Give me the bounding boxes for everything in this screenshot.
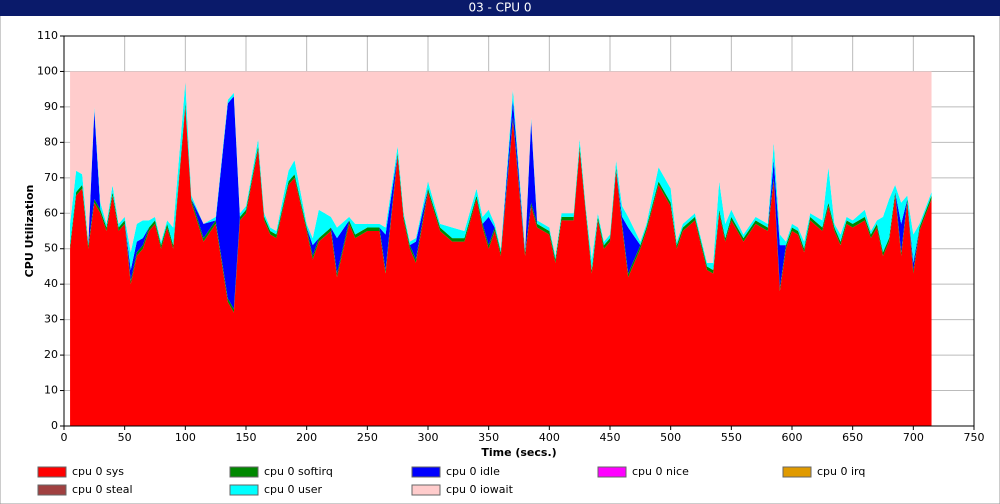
legend-label: cpu 0 user — [264, 483, 322, 496]
y-tick-label: 20 — [44, 348, 58, 361]
y-tick-label: 80 — [44, 135, 58, 148]
y-tick-label: 70 — [44, 171, 58, 184]
legend-label: cpu 0 nice — [632, 465, 689, 478]
x-tick-label: 700 — [903, 431, 924, 444]
x-tick-label: 250 — [357, 431, 378, 444]
y-tick-label: 0 — [51, 419, 58, 432]
legend-label: cpu 0 idle — [446, 465, 500, 478]
x-tick-label: 100 — [175, 431, 196, 444]
x-tick-label: 200 — [296, 431, 317, 444]
y-tick-label: 40 — [44, 277, 58, 290]
legend-label: cpu 0 steal — [72, 483, 133, 496]
legend-swatch — [37, 466, 67, 478]
y-tick-label: 60 — [44, 206, 58, 219]
y-tick-label: 30 — [44, 313, 58, 326]
y-tick-label: 50 — [44, 242, 58, 255]
x-axis-label: Time (secs.) — [481, 446, 556, 459]
x-tick-label: 150 — [236, 431, 257, 444]
legend-swatch — [37, 484, 67, 496]
y-tick-label: 110 — [37, 29, 58, 42]
legend-swatch — [782, 466, 812, 478]
area — [70, 82, 932, 270]
y-axis-label: CPU Utilization — [23, 185, 36, 278]
area — [70, 106, 932, 426]
x-tick-label: 300 — [418, 431, 439, 444]
x-tick-label: 600 — [782, 431, 803, 444]
legend-swatch — [411, 466, 441, 478]
chart-title: 03 - CPU 0 — [468, 1, 531, 15]
x-tick-label: 750 — [964, 431, 985, 444]
plot-border — [63, 35, 975, 427]
x-tick-label: 550 — [721, 431, 742, 444]
legend-label: cpu 0 irq — [817, 465, 865, 478]
legend-swatch — [411, 484, 441, 496]
legend-swatch — [597, 466, 627, 478]
legend-swatch — [229, 484, 259, 496]
legend-swatch — [229, 466, 259, 478]
x-tick-label: 450 — [600, 431, 621, 444]
legend-label: cpu 0 iowait — [446, 483, 514, 496]
title-bar — [0, 0, 1000, 16]
legend-label: cpu 0 softirq — [264, 465, 333, 478]
y-tick-label: 90 — [44, 100, 58, 113]
legend-label: cpu 0 sys — [72, 465, 124, 478]
x-tick-label: 500 — [660, 431, 681, 444]
x-tick-label: 400 — [539, 431, 560, 444]
x-tick-label: 350 — [478, 431, 499, 444]
x-tick-label: 650 — [842, 431, 863, 444]
x-tick-label: 50 — [118, 431, 132, 444]
y-tick-label: 100 — [37, 64, 58, 77]
area — [70, 71, 932, 263]
y-tick-label: 10 — [44, 384, 58, 397]
x-tick-label: 0 — [61, 431, 68, 444]
